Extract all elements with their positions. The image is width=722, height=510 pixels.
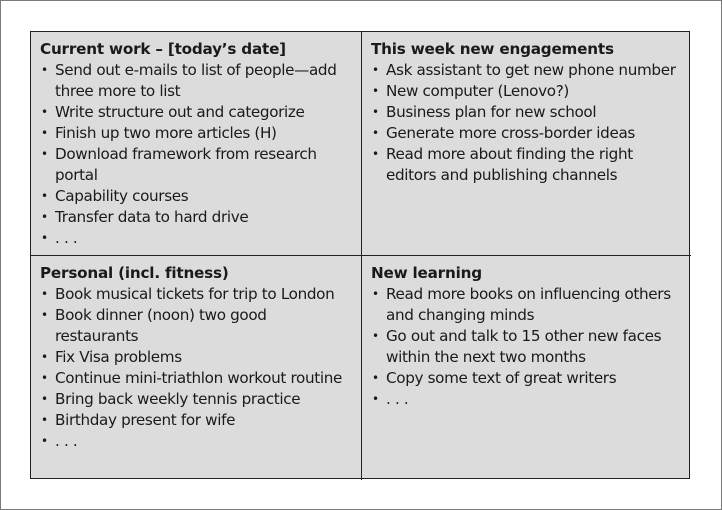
list-item-text: Finish up two more articles (H) [55,124,277,142]
list-item-text: Fix Visa problems [55,348,182,366]
list-item-text: Book dinner (noon) two good restaurants [55,306,267,345]
bullet-icon: • [41,371,48,385]
list-item: • Ask assistant to get new phone number [371,60,683,81]
bullet-icon: • [41,392,48,406]
list-item-text: Read more books on influencing others an… [386,285,671,324]
bullet-icon: • [41,413,48,427]
bullet-icon: • [372,329,379,343]
list-item: • . . . [40,228,353,249]
bullet-icon: • [372,84,379,98]
bullet-icon: • [41,126,48,140]
list-item-text: Download framework from research portal [55,145,317,184]
priority-grid: Current work – [today’s date] • Send out … [30,31,691,480]
bullet-icon: • [41,231,48,245]
item-list: • Send out e-mails to list of people—add … [40,60,353,249]
bullet-icon: • [41,350,48,364]
bullet-icon: • [41,105,48,119]
list-item-text: Copy some text of great writers [386,369,617,387]
list-item: • Send out e-mails to list of people—add … [40,60,353,102]
list-item: • Read more about finding the right edito… [371,144,683,186]
list-item-text: Continue mini-triathlon workout routine [55,369,342,387]
list-item: • New computer (Lenovo?) [371,81,683,102]
list-item-text: Capability courses [55,187,189,205]
list-item: • Continue mini-triathlon workout routine [40,368,353,389]
bullet-icon: • [41,308,48,322]
list-item: • Transfer data to hard drive [40,207,353,228]
bullet-icon: • [41,63,48,77]
list-item-text: Write structure out and categorize [55,103,305,121]
bullet-icon: • [372,63,379,77]
list-item: • Bring back weekly tennis practice [40,389,353,410]
list-item-text: Book musical tickets for trip to London [55,285,335,303]
list-item: • Generate more cross-border ideas [371,123,683,144]
bullet-icon: • [372,147,379,161]
list-item: • Download framework from research portal [40,144,353,186]
list-item-text: . . . [55,432,78,450]
bullet-icon: • [372,371,379,385]
list-item: • Go out and talk to 15 other new faces w… [371,326,683,368]
quadrant-current-work: Current work – [today’s date] • Send out … [31,32,362,256]
bullet-icon: • [372,126,379,140]
quadrant-title: New learning [371,264,482,282]
quadrant-new-engagements: This week new engagements • Ask assistant… [362,32,691,256]
list-item-text: Generate more cross-border ideas [386,124,635,142]
list-item-text: . . . [55,229,78,247]
list-item: • Capability courses [40,186,353,207]
bullet-icon: • [372,392,379,406]
bullet-icon: • [41,189,48,203]
item-list: • Ask assistant to get new phone number • N… [371,60,683,186]
item-list: • Book musical tickets for trip to London… [40,284,353,452]
list-item: • . . . [40,431,353,452]
quadrant-new-learning: New learning • Read more books on influen… [362,256,691,480]
list-item: • Read more books on influencing others a… [371,284,683,326]
list-item: • Birthday present for wife [40,410,353,431]
bullet-icon: • [41,210,48,224]
quadrant-title: Current work – [today’s date] [40,40,286,58]
bullet-icon: • [41,434,48,448]
list-item-text: Ask assistant to get new phone number [386,61,676,79]
list-item: • Finish up two more articles (H) [40,123,353,144]
quadrant-personal: Personal (incl. fitness) • Book musical t… [31,256,362,480]
quadrant-title: This week new engagements [371,40,614,58]
list-item-text: Bring back weekly tennis practice [55,390,301,408]
list-item-text: Send out e-mails to list of people—add t… [55,61,337,100]
list-item: • Book musical tickets for trip to London [40,284,353,305]
list-item: • Business plan for new school [371,102,683,123]
list-item-text: Birthday present for wife [55,411,236,429]
item-list: • Read more books on influencing others a… [371,284,683,410]
quadrant-title: Personal (incl. fitness) [40,264,229,282]
list-item-text: Business plan for new school [386,103,597,121]
bullet-icon: • [372,287,379,301]
list-item: • . . . [371,389,683,410]
list-item-text: Read more about finding the right editor… [386,145,633,184]
list-item: • Book dinner (noon) two good restaurants [40,305,353,347]
list-item: • Copy some text of great writers [371,368,683,389]
list-item: • Write structure out and categorize [40,102,353,123]
list-item-text: Transfer data to hard drive [55,208,249,226]
list-item-text: . . . [386,390,409,408]
bullet-icon: • [41,147,48,161]
list-item-text: Go out and talk to 15 other new faces wi… [386,327,662,366]
list-item: • Fix Visa problems [40,347,353,368]
bullet-icon: • [372,105,379,119]
list-item-text: New computer (Lenovo?) [386,82,569,100]
bullet-icon: • [41,287,48,301]
